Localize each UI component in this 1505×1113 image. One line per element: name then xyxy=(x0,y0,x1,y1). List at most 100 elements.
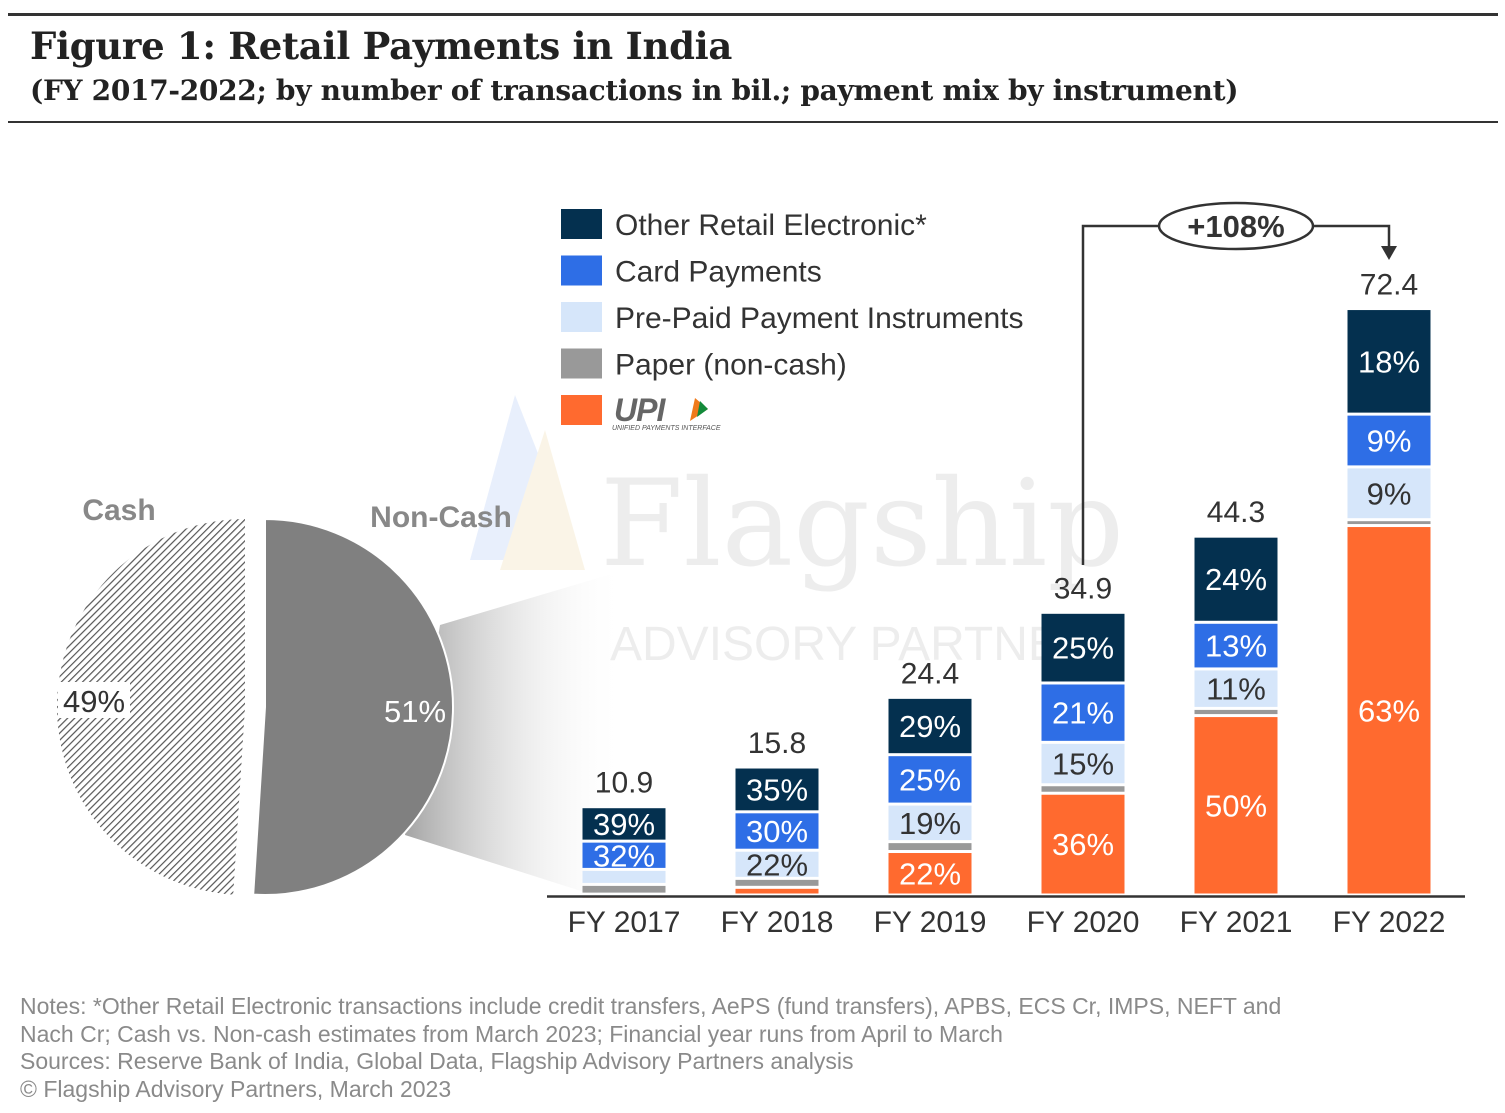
x-tick-label: FY 2017 xyxy=(568,906,681,939)
growth-badge xyxy=(1157,201,1315,251)
bar-segment xyxy=(888,843,972,851)
bar-segment xyxy=(1194,709,1278,715)
upi-logo: UPI xyxy=(614,392,666,428)
bar-segment xyxy=(735,813,819,849)
bar-segment-label: 21% xyxy=(1052,696,1114,731)
bar-segment-label: 22% xyxy=(746,847,808,882)
watermark: Flagship ADVISORY PARTNERS xyxy=(470,395,1127,671)
bar-segment xyxy=(1041,794,1125,894)
bar-segment-label: 22% xyxy=(899,856,961,891)
bar-segment xyxy=(888,756,972,803)
bar-total-label: 15.8 xyxy=(748,727,806,760)
bar-total-label: 72.4 xyxy=(1360,269,1418,302)
legend-label: Other Retail Electronic* xyxy=(615,209,927,242)
bar-total-label: 34.9 xyxy=(1054,572,1112,605)
bar-segment xyxy=(888,853,972,894)
title-rule xyxy=(8,121,1498,123)
bar-segment-label: 24% xyxy=(1205,562,1267,597)
upi-logo-arrow-icon xyxy=(697,401,708,417)
bar-segment xyxy=(1347,415,1431,466)
bar-total-label: 24.4 xyxy=(901,657,959,690)
pie-label-bg xyxy=(58,682,130,718)
bar-total-label: 44.3 xyxy=(1207,496,1265,529)
bar-segment-label: 18% xyxy=(1358,344,1420,379)
growth-bracket-line xyxy=(1312,224,1391,248)
x-tick-label: FY 2022 xyxy=(1333,906,1446,939)
legend-label: Pre-Paid Payment Instruments xyxy=(615,302,1024,335)
bar-segment-label: 15% xyxy=(1052,747,1114,782)
bar-segment xyxy=(1347,468,1431,519)
pie-name-non-cash: Non-Cash xyxy=(370,501,512,534)
bar-segment xyxy=(735,768,819,811)
bar-segment xyxy=(888,698,972,754)
growth-bracket-line xyxy=(1081,224,1160,565)
bar-segment-label: 39% xyxy=(593,807,655,842)
bar-segment xyxy=(582,842,666,868)
bar-segment xyxy=(1347,310,1431,413)
bar-segment xyxy=(582,885,666,893)
bar-segment-label: 32% xyxy=(593,838,655,873)
top-rule xyxy=(8,13,1498,16)
funnel-connector xyxy=(405,570,625,905)
sources-line: Sources: Reserve Bank of India, Global D… xyxy=(20,1048,854,1074)
bar-total-label: 10.9 xyxy=(595,767,653,800)
x-tick-label: FY 2019 xyxy=(874,906,987,939)
watermark-subtext: ADVISORY PARTNERS xyxy=(610,618,1127,671)
bar-segment-label: 36% xyxy=(1052,827,1114,862)
notes-line: Nach Cr; Cash vs. Non-cash estimates fro… xyxy=(20,1020,1003,1047)
bar-segment xyxy=(582,870,666,883)
bar-segment xyxy=(1194,670,1278,707)
bar-segment xyxy=(735,879,819,886)
bar-segment-label: 9% xyxy=(1367,424,1412,459)
x-tick-label: FY 2020 xyxy=(1027,906,1140,939)
bar-segment-label: 13% xyxy=(1205,629,1267,664)
legend-swatch xyxy=(561,302,602,332)
bar-segment xyxy=(1347,527,1431,894)
bar-segment xyxy=(1041,786,1125,792)
legend-label: Card Payments xyxy=(615,256,822,289)
bar-segment xyxy=(582,808,666,840)
watermark-sail-icon xyxy=(500,430,585,570)
watermark-sail-icon xyxy=(470,395,580,560)
legend-swatch xyxy=(561,255,602,286)
pie-name-cash: Cash xyxy=(82,494,155,527)
bar-segment xyxy=(888,805,972,841)
bar-segment-label: 11% xyxy=(1206,672,1266,707)
chart-title: Figure 1: Retail Payments in India xyxy=(30,24,733,68)
bar-segment xyxy=(735,888,819,894)
legend-swatch xyxy=(561,348,602,379)
bar-segment-label: 35% xyxy=(746,772,808,807)
bar-segment xyxy=(735,851,819,877)
pie-slice-non-cash xyxy=(252,517,454,896)
arrow-down-icon xyxy=(1381,246,1397,260)
pie-slice-cash xyxy=(56,519,245,895)
bar-segment xyxy=(1194,623,1278,668)
bar-segment-label: 30% xyxy=(746,814,808,849)
bar-segment-label: 50% xyxy=(1205,788,1267,823)
bar-segment xyxy=(1194,537,1278,621)
pie-label-non-cash: 51% xyxy=(384,694,446,729)
bar-segment-label: 29% xyxy=(899,709,961,744)
bar-segment-label: 19% xyxy=(899,806,961,841)
bar-segment-label: 25% xyxy=(899,762,961,797)
watermark-text: Flagship xyxy=(600,455,1124,594)
x-tick-label: FY 2018 xyxy=(721,906,834,939)
bar-segment xyxy=(1194,717,1278,894)
bar-segment-label: 9% xyxy=(1367,476,1412,511)
legend-label: Paper (non-cash) xyxy=(615,349,847,382)
legend-swatch xyxy=(561,209,602,239)
bar-segment xyxy=(1347,521,1431,525)
pie-label-cash: 49% xyxy=(63,684,125,719)
growth-label: +108% xyxy=(1187,209,1284,244)
bar-segment-label: 25% xyxy=(1052,631,1114,666)
legend-swatch xyxy=(561,395,602,425)
bar-segment xyxy=(1041,743,1125,784)
copyright-line: © Flagship Advisory Partners, March 2023 xyxy=(20,1075,452,1102)
bar-segment xyxy=(1041,684,1125,741)
x-tick-label: FY 2021 xyxy=(1180,906,1293,939)
notes-line: Notes: *Other Retail Electronic transact… xyxy=(20,993,1282,1019)
chart-subtitle: (FY 2017-2022; by number of transactions… xyxy=(30,74,1239,107)
upi-logo-tagline: UNIFIED PAYMENTS INTERFACE xyxy=(612,425,721,432)
notes: Notes: *Other Retail Electronic transact… xyxy=(20,993,1281,1103)
